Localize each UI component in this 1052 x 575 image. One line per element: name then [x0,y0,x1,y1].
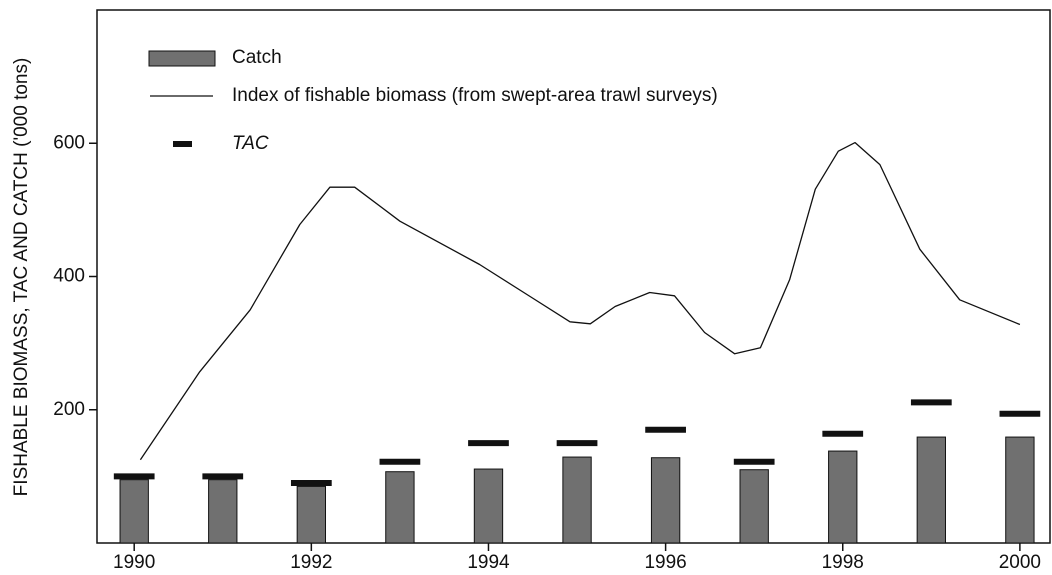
catch-bar [916,436,946,544]
catch-bar [1005,436,1035,544]
legend-label: Index of fishable biomass (from swept-ar… [232,85,718,106]
biomass-line [139,141,1021,461]
y-tick-label: 600 [53,132,85,153]
legend-label: TAC [232,133,269,154]
y-axis-label: FISHABLE BIOMASS, TAC AND CATCH ('000 to… [11,58,32,497]
x-tick-label: 1994 [467,552,510,573]
catch-bar [739,469,769,544]
catch-bar [828,450,858,544]
catch-bar [208,479,238,544]
catch-bar [650,457,681,544]
y-tick-label: 200 [53,399,85,420]
x-tick-label: 1996 [644,552,686,573]
catch-bar [296,485,327,544]
catch-bar [473,468,504,544]
catch-bar [562,456,592,544]
x-tick-label: 1990 [113,552,155,573]
x-tick-label: 2000 [999,552,1041,573]
x-tick-label: 1992 [290,552,332,573]
catch-bar [385,471,415,544]
y-tick-label: 400 [53,266,85,287]
catch-bar [119,479,149,544]
x-tick-label: 1998 [822,552,864,573]
legend-label: Catch [232,47,282,68]
legend-swatch [148,50,216,67]
